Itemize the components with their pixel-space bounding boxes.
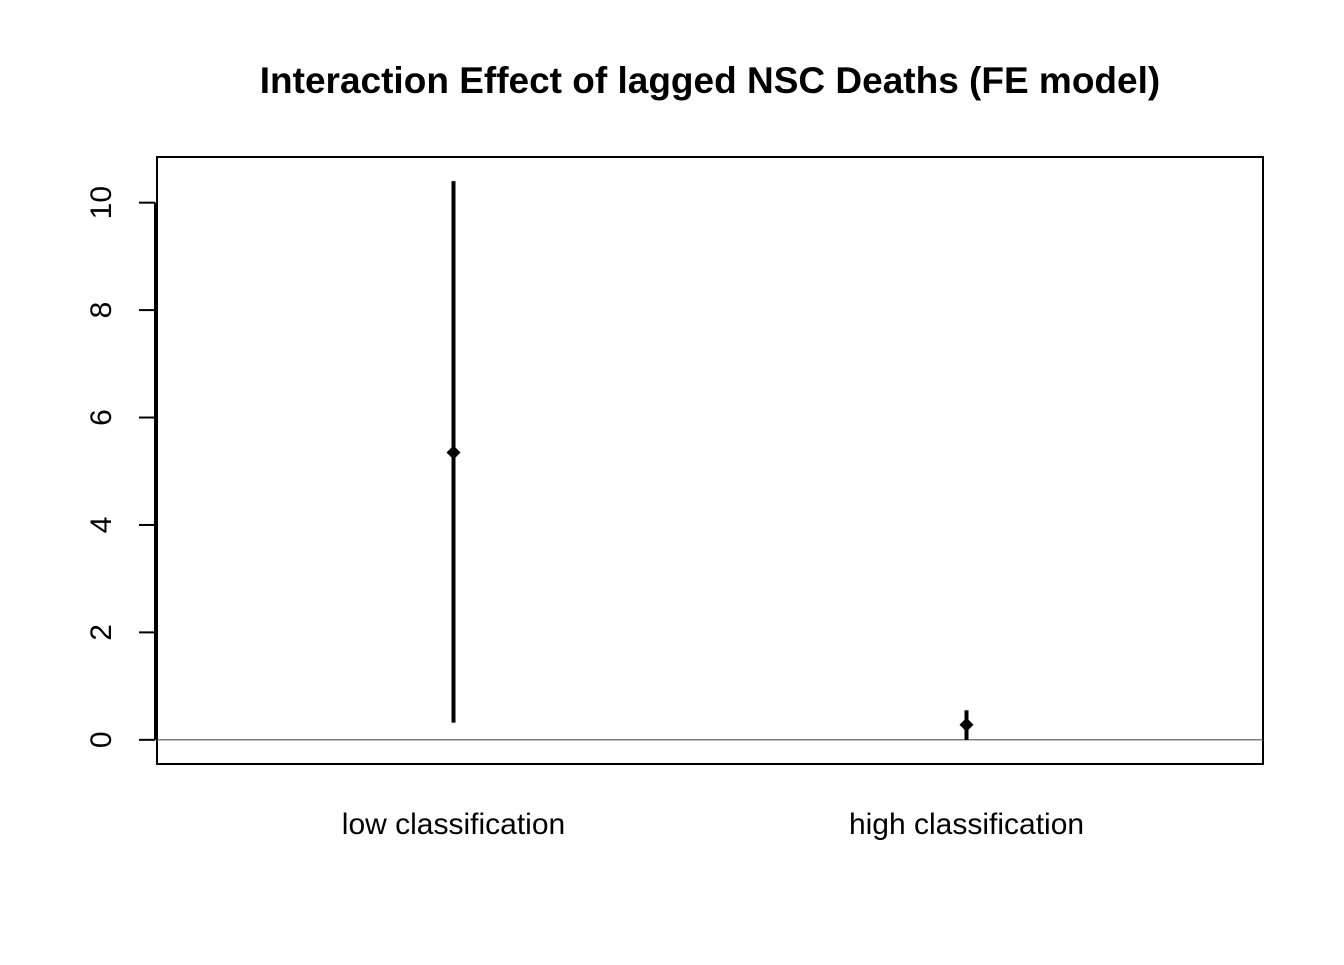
x-category-label: high classification [849,808,1084,841]
y-tick-label: 0 [85,731,118,748]
y-axis: 0 2 4 6 8 10 [85,186,156,748]
point-estimate [446,445,461,460]
marks-layer [446,181,974,740]
plot-frame [156,156,1264,765]
x-axis-labels: low classification high classification [342,808,1084,841]
y-tick-label: 10 [85,186,118,219]
y-tick-label: 6 [85,409,118,426]
point-estimate [959,717,974,732]
y-tick-label: 4 [85,517,118,534]
y-tick-label: 2 [85,624,118,641]
x-category-label: low classification [342,808,565,841]
y-tick-label: 8 [85,302,118,319]
chart-title: Interaction Effect of lagged NSC Deaths … [260,60,1160,101]
